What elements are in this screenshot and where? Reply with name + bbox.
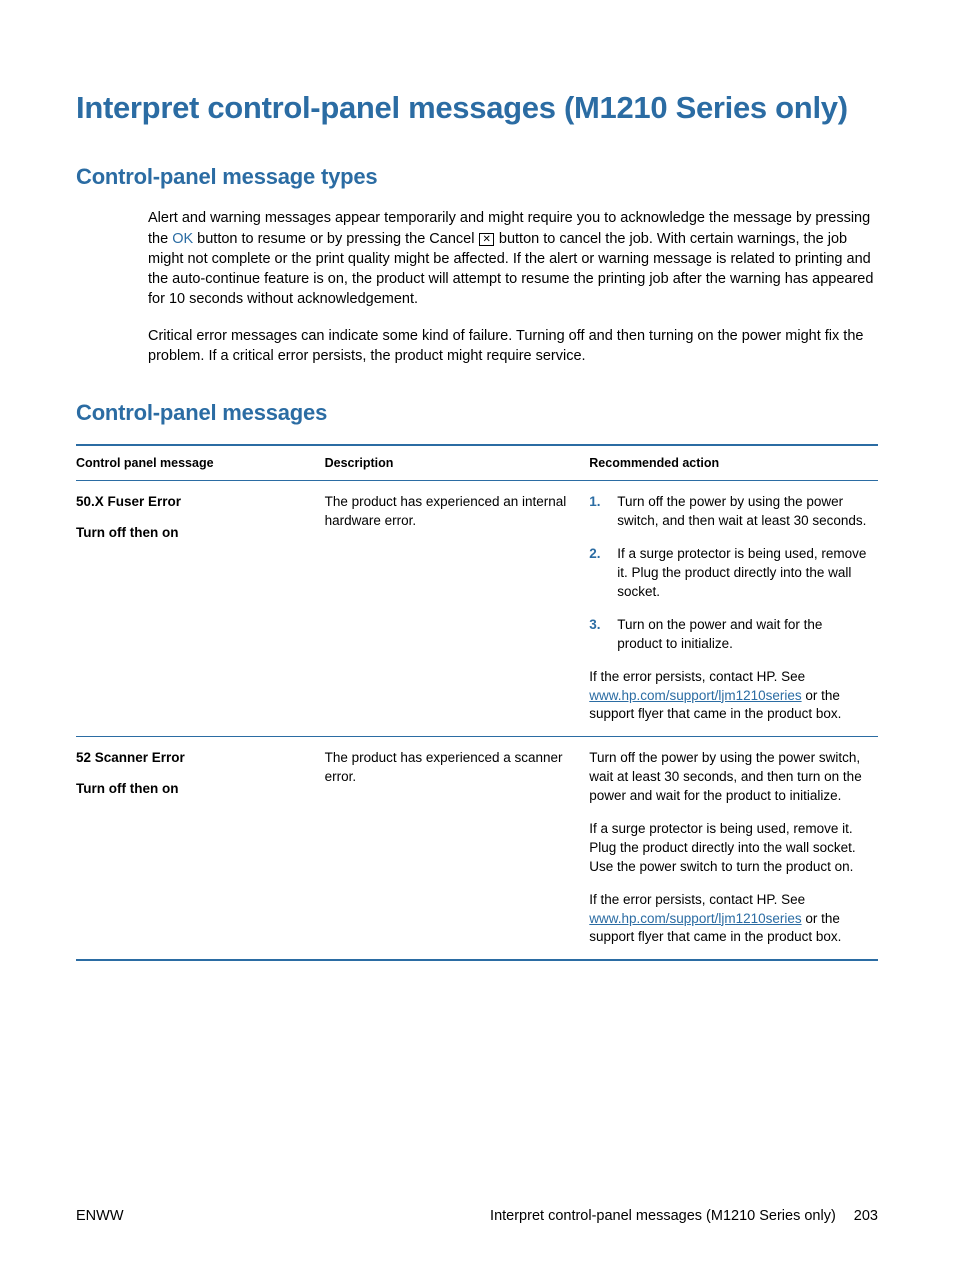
cell-action: Turn off the power by using the power sw… — [589, 737, 878, 961]
section1-body: Alert and warning messages appear tempor… — [148, 208, 878, 366]
messages-table: Control panel message Description Recomm… — [76, 444, 878, 961]
col-header-message: Control panel message — [76, 445, 325, 481]
list-item: 2.If a surge protector is being used, re… — [589, 545, 868, 602]
cell-message: 50.X Fuser Error Turn off then on — [76, 481, 325, 737]
support-link[interactable]: www.hp.com/support/ljm1210series — [589, 688, 801, 703]
footer-left: ENWW — [76, 1208, 124, 1224]
page-footer: ENWW Interpret control-panel messages (M… — [76, 1208, 878, 1224]
action-para: Turn off the power by using the power sw… — [589, 749, 868, 806]
para-critical: Critical error messages can indicate som… — [148, 326, 878, 367]
ok-text: OK — [172, 231, 193, 247]
list-item: 3.Turn on the power and wait for the pro… — [589, 616, 868, 654]
step-text: Turn off the power by using the power sw… — [617, 493, 868, 531]
table-row: 50.X Fuser Error Turn off then on The pr… — [76, 481, 878, 737]
footer-pre: If the error persists, contact HP. See — [589, 892, 805, 907]
para-alert: Alert and warning messages appear tempor… — [148, 208, 878, 309]
table-row: 52 Scanner Error Turn off then on The pr… — [76, 737, 878, 961]
step-number: 1. — [589, 493, 617, 531]
step-text: If a surge protector is being used, remo… — [617, 545, 868, 602]
cell-description: The product has experienced an internal … — [325, 481, 590, 737]
page-number: 203 — [854, 1208, 878, 1224]
action-steps: 1.Turn off the power by using the power … — [589, 493, 868, 653]
cancel-icon: ✕ — [479, 233, 493, 246]
footer-section-title: Interpret control-panel messages (M1210 … — [490, 1208, 836, 1224]
section-heading-messages: Control-panel messages — [76, 400, 878, 426]
action-footer: If the error persists, contact HP. See w… — [589, 891, 868, 948]
cell-description: The product has experienced a scanner er… — [325, 737, 590, 961]
msg-secondary: Turn off then on — [76, 524, 315, 543]
cell-message: 52 Scanner Error Turn off then on — [76, 737, 325, 961]
step-number: 3. — [589, 616, 617, 654]
page-title: Interpret control-panel messages (M1210 … — [76, 88, 878, 128]
col-header-description: Description — [325, 445, 590, 481]
footer-pre: If the error persists, contact HP. See — [589, 669, 805, 684]
msg-primary: 50.X Fuser Error — [76, 493, 315, 512]
list-item: 1.Turn off the power by using the power … — [589, 493, 868, 531]
footer-right: Interpret control-panel messages (M1210 … — [490, 1208, 878, 1224]
section-heading-types: Control-panel message types — [76, 164, 878, 190]
step-number: 2. — [589, 545, 617, 602]
msg-secondary: Turn off then on — [76, 780, 315, 799]
action-footer: If the error persists, contact HP. See w… — [589, 668, 868, 725]
action-para: If a surge protector is being used, remo… — [589, 820, 868, 877]
step-text: Turn on the power and wait for the produ… — [617, 616, 868, 654]
msg-primary: 52 Scanner Error — [76, 749, 315, 768]
support-link[interactable]: www.hp.com/support/ljm1210series — [589, 911, 801, 926]
table-header-row: Control panel message Description Recomm… — [76, 445, 878, 481]
col-header-action: Recommended action — [589, 445, 878, 481]
para1-mid: button to resume or by pressing the Canc… — [193, 231, 478, 247]
cell-action: 1.Turn off the power by using the power … — [589, 481, 878, 737]
